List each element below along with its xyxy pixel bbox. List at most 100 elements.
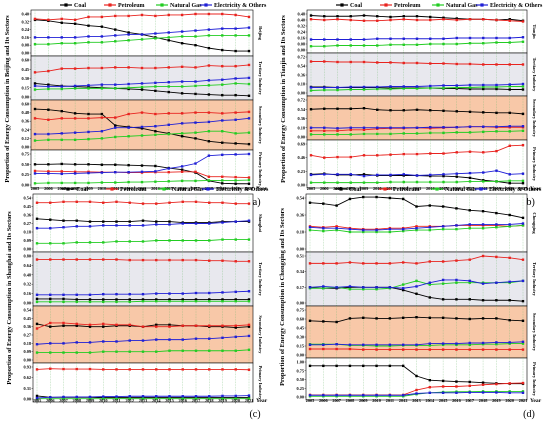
data-point-1 (389, 18, 392, 22)
data-point-3 (155, 338, 158, 341)
data-point-2 (362, 44, 366, 47)
x-tick-label: 2010 (98, 186, 107, 191)
y-tick-label: 0.12 (21, 136, 29, 141)
data-point-1 (194, 258, 198, 262)
legend-label-3: Electricity & Others (214, 3, 267, 9)
data-point-1 (181, 368, 184, 371)
data-point-3 (128, 292, 131, 296)
data-point-3 (102, 340, 105, 343)
data-point-0 (455, 175, 458, 178)
data-point-2 (181, 349, 184, 352)
data-point-2 (194, 84, 197, 88)
x-tick-label: 2007 (59, 398, 68, 403)
data-point-3 (308, 343, 312, 346)
legend-marker-3 (480, 3, 484, 7)
data-point-3 (322, 394, 325, 397)
section-3: 0.00 0.25 0.50 0.75 1.00 Primary Industry (296, 357, 537, 401)
data-point-3 (521, 279, 525, 283)
data-point-2 (362, 132, 366, 136)
data-point-3 (49, 293, 52, 296)
data-point-1 (207, 12, 211, 16)
data-point-0 (88, 298, 92, 301)
data-point-0 (508, 88, 511, 91)
data-point-1 (336, 18, 339, 21)
data-point-3 (62, 395, 65, 399)
data-point-3 (141, 292, 145, 296)
data-point-2 (442, 180, 445, 184)
data-point-3 (402, 173, 405, 176)
data-point-3 (155, 395, 158, 398)
data-point-0 (495, 299, 498, 302)
y-tick-label: 0.09 (23, 238, 31, 243)
data-point-2 (168, 239, 171, 242)
data-point-2 (442, 131, 445, 135)
y-tick-label: 0.54 (297, 64, 305, 69)
data-point-0 (521, 112, 525, 116)
data-point-0 (362, 107, 366, 110)
legend: Coal Petroleum Natural Gas Electricity & Ot… (336, 3, 543, 9)
panel-label: (a) (249, 197, 260, 208)
data-point-0 (114, 163, 117, 166)
y-tick-label: 0.36 (23, 213, 31, 218)
data-point-2 (247, 397, 251, 400)
data-point-2 (508, 179, 511, 183)
data-point-3 (128, 339, 131, 342)
data-point-1 (88, 367, 92, 371)
data-point-0 (401, 364, 405, 368)
data-point-2 (323, 45, 326, 48)
data-point-2 (429, 86, 432, 90)
data-point-0 (87, 112, 90, 116)
y-tick-label: 0.30 (21, 76, 29, 81)
y-tick-label: 0.93 (23, 365, 31, 370)
data-point-0 (115, 220, 118, 223)
data-point-2 (100, 137, 104, 140)
x-tick-label: 2020 (505, 398, 514, 403)
data-point-3 (115, 292, 118, 296)
data-point-0 (140, 164, 144, 167)
data-point-2 (207, 34, 211, 37)
data-point-2 (168, 300, 171, 303)
legend-marker-2 (436, 3, 440, 7)
data-point-3 (194, 337, 198, 340)
data-point-0 (308, 364, 312, 368)
data-point-3 (482, 125, 485, 128)
y-tick-label: 0.40 (21, 12, 29, 17)
data-point-1 (168, 258, 171, 262)
data-point-0 (73, 22, 77, 25)
data-point-3 (234, 220, 237, 223)
data-point-1 (168, 368, 171, 371)
data-point-2 (521, 85, 525, 88)
x-tick-label: 2010 (372, 398, 381, 403)
data-point-2 (402, 132, 405, 135)
data-point-0 (482, 111, 485, 114)
data-point-3 (415, 343, 418, 346)
section-label: Tianjin (532, 24, 537, 39)
data-point-2 (33, 139, 37, 142)
y-tick-label: 0.27 (23, 333, 31, 338)
data-point-3 (88, 395, 92, 399)
data-point-0 (60, 109, 63, 113)
y-tick-label: 0.16 (21, 35, 29, 40)
data-point-0 (429, 109, 432, 112)
data-point-2 (194, 349, 198, 352)
data-point-2 (60, 87, 63, 91)
data-point-1 (441, 348, 445, 351)
data-point-3 (60, 132, 63, 135)
y-tick-label: 0.54 (23, 196, 31, 201)
data-point-3 (415, 126, 419, 129)
data-point-2 (102, 397, 105, 400)
data-point-2 (88, 300, 92, 304)
data-point-2 (62, 300, 65, 304)
data-point-1 (62, 321, 65, 325)
data-point-2 (180, 132, 184, 135)
data-point-1 (495, 18, 498, 22)
data-point-0 (221, 298, 224, 301)
data-point-1 (208, 324, 211, 327)
section-label: Chongqing (532, 212, 537, 234)
data-point-3 (508, 125, 511, 128)
data-point-1 (181, 324, 184, 327)
data-point-0 (141, 219, 145, 222)
data-point-2 (102, 300, 105, 304)
legend-marker-3 (206, 187, 210, 191)
data-point-1 (194, 200, 198, 203)
